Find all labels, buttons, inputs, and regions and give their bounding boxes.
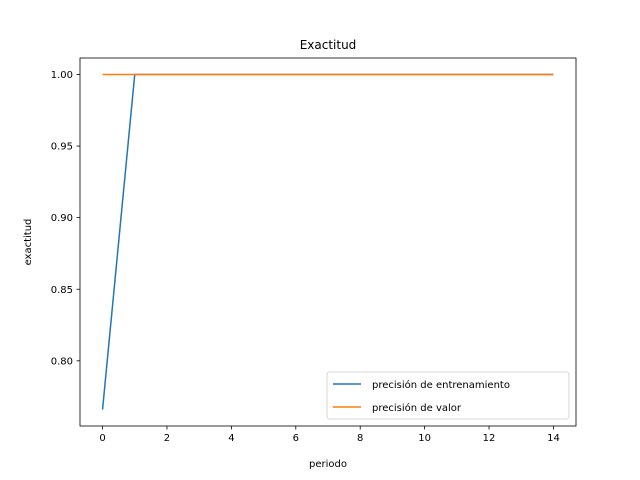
series-layer xyxy=(101,73,554,410)
y-tick-label: 0.85 xyxy=(51,285,73,296)
y-tick-label: 0.80 xyxy=(51,356,73,367)
plot-frame xyxy=(79,57,577,427)
x-tick-label: 14 xyxy=(547,433,560,444)
y-tick-label: 1.00 xyxy=(51,70,73,81)
y-tick-label: 0.90 xyxy=(51,213,73,224)
x-axis-label: periodo xyxy=(309,459,347,470)
legend-label: precisión de entrenamiento xyxy=(372,379,510,391)
legend: precisión de entrenamiento precisión de v… xyxy=(326,371,570,420)
x-tick-label: 10 xyxy=(418,433,431,444)
x-axis: 0 2 4 6 8 10 12 14 xyxy=(99,426,560,444)
x-tick-label: 8 xyxy=(357,433,363,444)
x-tick-label: 6 xyxy=(293,433,299,444)
chart-title: Exactitud xyxy=(300,38,357,52)
x-tick-label: 2 xyxy=(164,433,170,444)
legend-box xyxy=(326,371,570,420)
x-tick-label: 0 xyxy=(99,433,105,444)
y-axis-label: exactitud xyxy=(23,219,34,266)
y-axis: 0.80 0.85 0.90 0.95 1.00 xyxy=(51,70,80,367)
y-tick-label: 0.95 xyxy=(51,142,73,153)
x-tick-label: 4 xyxy=(228,433,234,444)
legend-label: precisión de valor xyxy=(372,402,462,414)
x-tick-label: 12 xyxy=(483,433,496,444)
plot-area xyxy=(80,58,576,426)
